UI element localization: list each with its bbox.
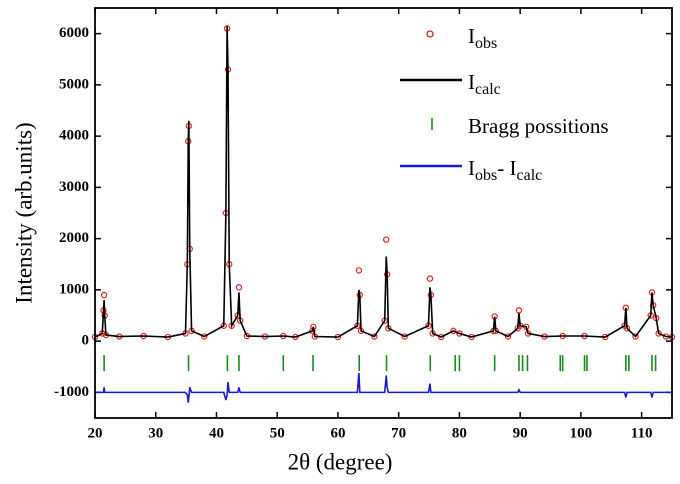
- legend-label: Icalc: [468, 70, 501, 98]
- obs-point: [426, 275, 434, 282]
- legend-marker: [426, 30, 434, 38]
- x-tick-label: 100: [570, 425, 593, 441]
- obs-point: [515, 307, 523, 314]
- x-tick-label: 50: [270, 425, 285, 441]
- obs-point: [371, 333, 378, 340]
- y-tick-label: -1000: [54, 384, 89, 400]
- legend-label: Iobs: [468, 24, 497, 52]
- x-tick-label: 40: [209, 425, 224, 441]
- obs-point: [438, 333, 445, 341]
- y-tick-label: 1000: [59, 281, 89, 297]
- obs-point: [632, 333, 639, 340]
- y-tick-label: 4000: [59, 128, 89, 144]
- obs-point: [401, 333, 408, 340]
- y-tick-label: 2000: [59, 230, 89, 246]
- legend-label: Bragg possitions: [468, 114, 609, 138]
- x-tick-label: 110: [631, 425, 653, 441]
- y-tick-label: 0: [82, 333, 90, 349]
- x-tick-label: 70: [391, 425, 406, 441]
- x-tick-label: 20: [88, 425, 103, 441]
- legend-text-part: obs: [475, 35, 497, 52]
- legend-text-part: I: [468, 156, 475, 180]
- legend-text-part: Bragg possitions: [468, 114, 609, 138]
- obs-point: [450, 327, 457, 335]
- y-tick-label: 3000: [59, 179, 89, 195]
- obs-point: [355, 267, 363, 274]
- legend-label: Iobs- Icalc: [468, 156, 542, 184]
- x-axis-label: 2θ (degree): [288, 449, 393, 474]
- x-tick-label: 30: [148, 425, 163, 441]
- obs-point: [383, 236, 390, 243]
- legend-text-part: calc: [516, 167, 542, 184]
- y-axis-label: Intensity (arb.units): [11, 122, 36, 303]
- x-tick-label: 80: [452, 425, 467, 441]
- series-line: [94, 25, 673, 338]
- obs-point: [504, 333, 512, 340]
- obs-point: [100, 291, 108, 299]
- obs-point: [201, 333, 208, 340]
- series-line: [95, 372, 672, 403]
- legend-text-part: I: [468, 70, 475, 94]
- y-tick-label: 6000: [59, 25, 89, 41]
- plot-frame: [94, 7, 673, 419]
- legend-text-part: calc: [475, 81, 501, 98]
- y-tick-label: 5000: [59, 76, 89, 92]
- legend-text-part: - I: [497, 156, 516, 180]
- x-tick-label: 90: [513, 425, 528, 441]
- obs-point: [235, 284, 243, 291]
- legend-text-part: obs: [475, 167, 497, 184]
- x-tick-label: 60: [330, 425, 345, 441]
- legend-text-part: I: [468, 24, 475, 48]
